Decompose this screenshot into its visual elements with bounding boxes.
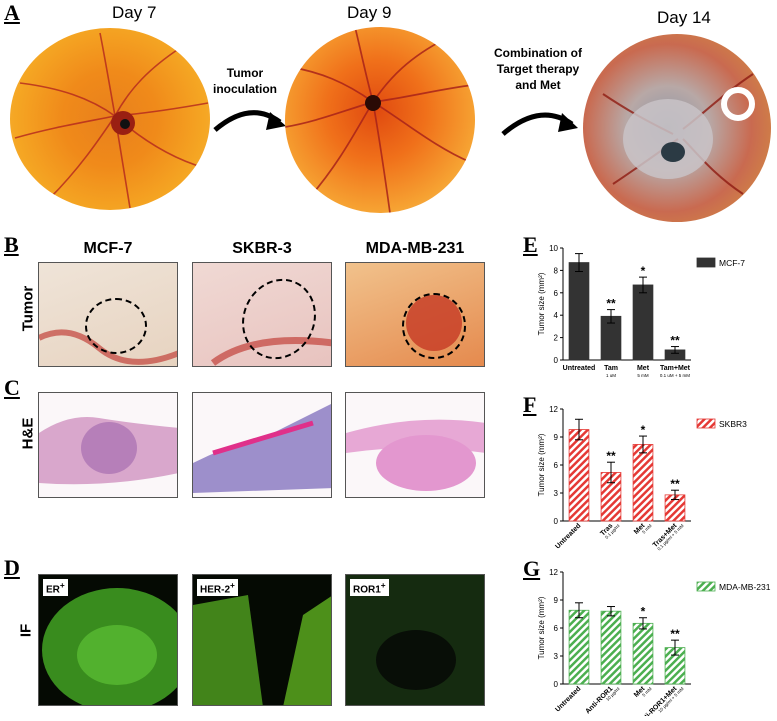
legend-label: MCF-7 [719,258,745,268]
y-tick-label: 9 [554,433,559,442]
day14-label: Day 14 [657,8,711,27]
panel-label-b: B [4,232,19,257]
he-mcf7-image [38,392,178,498]
significance-marker: ** [670,334,680,348]
legend-label: MDA-MB-231 [719,582,771,592]
he-mdamb231-image [345,392,485,498]
step1-caption: Tumor inoculation [213,66,277,96]
significance-marker: * [641,423,646,437]
row-label-if: IF [17,623,35,638]
chart-f: Tumor size (mm²)036912Untreated**Tras0.1… [537,405,747,551]
if-mcf7-image: ER+ [38,574,178,706]
column-header-mcf7: MCF-7 [83,240,133,257]
legend-label: SKBR3 [719,419,747,429]
legend-swatch [696,581,716,592]
if-mdamb231-image: ROR1+ [345,574,485,706]
legend-swatch [696,418,716,429]
y-tick-label: 3 [554,489,559,498]
category-sublabel: 5 mM [637,373,649,378]
category-sublabel: 5 mM [641,686,653,698]
tumor-skbr3-image [192,262,332,367]
significance-marker: ** [606,449,616,463]
legend-swatch [696,257,716,268]
y-tick-label: 9 [554,596,559,605]
panel-label-a: A [4,0,20,25]
y-tick-label: 3 [554,652,559,661]
egg-day9-image [285,27,475,213]
row-label-tumor: Tumor [19,285,37,332]
y-tick-label: 0 [554,517,559,526]
y-tick-label: 12 [549,568,558,577]
significance-marker: ** [670,627,680,641]
day7-label: Day 7 [112,3,157,22]
if-label-her2: HER-2+ [197,579,238,597]
bar-met [632,444,654,522]
y-tick-label: 6 [554,624,559,633]
if-label-er: ER+ [43,579,68,597]
panel-label-g: G [523,556,541,581]
bar-met [632,284,654,361]
y-tick-label: 0 [554,680,559,689]
panel-label-d: D [4,555,20,580]
category-sublabel: 0.1 uM + 5 mM [660,373,690,378]
arrow-1-icon [213,110,286,132]
y-tick-label: 8 [554,266,559,275]
bar-untreated [568,609,590,685]
bar-untreated [568,262,590,361]
y-tick-label: 0 [554,356,559,365]
tumor-mdamb231-image [345,262,485,367]
he-skbr3-image [192,392,332,498]
y-axis-label: Tumor size (mm²) [537,596,546,659]
column-header-mdamb231: MDA-MB-231 [365,240,465,257]
category-sublabel: 5 mM [641,523,653,535]
y-tick-label: 6 [554,461,559,470]
category-label: Tam+Met [660,365,691,372]
category-label: Tam [604,365,618,372]
egg-day14-image [583,34,771,222]
category-label: Met [637,365,650,372]
arrow-2-icon [501,112,578,136]
day9-label: Day 9 [347,3,392,22]
bar-anti-ror1 [600,610,622,685]
significance-marker: * [641,605,646,619]
step2-caption: Combination of Target therapy and Met [494,46,582,92]
category-sublabel: 1 uM [606,373,616,378]
row-label-he: H&E [19,417,37,450]
panel-label-e: E [523,232,538,257]
y-axis-label: Tumor size (mm²) [537,272,546,335]
category-label: Untreated [563,365,596,372]
if-label-ror1: ROR1+ [350,579,389,597]
panel-label-c: C [4,375,20,400]
tumor-mcf7-image [38,262,178,367]
significance-marker: ** [670,477,680,491]
column-header-skbr3: SKBR-3 [232,240,292,257]
y-tick-label: 12 [549,405,558,414]
category-label: Untreated [554,685,582,713]
y-tick-label: 6 [554,289,559,298]
category-label: Untreated [554,522,582,550]
significance-marker: * [641,264,646,278]
if-skbr3-image: HER-2+ [192,574,332,706]
significance-marker: ** [606,297,616,311]
panel-label-f: F [523,392,537,417]
y-tick-label: 10 [549,244,558,253]
y-axis-label: Tumor size (mm²) [537,433,546,496]
bar-met [632,622,654,685]
bar-untreated [568,429,590,522]
y-tick-label: 4 [554,311,559,320]
y-tick-label: 2 [554,334,559,343]
egg-day7-image [10,28,210,210]
